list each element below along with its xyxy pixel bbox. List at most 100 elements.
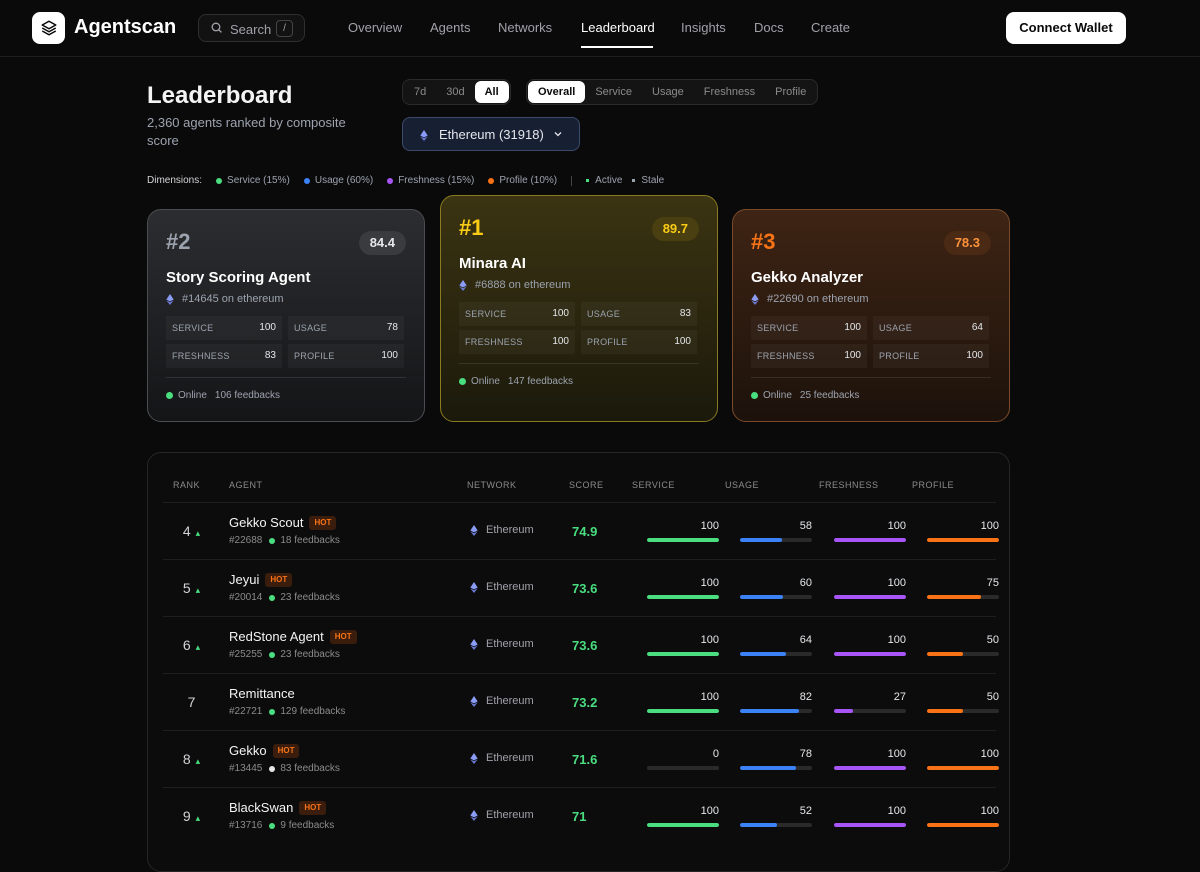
top-nav: Agentscan Search / Overview Agents Networks Le… [0,0,1200,57]
legend-label: Freshness (15%) [398,175,475,186]
agent-name[interactable]: Jeyui [229,572,260,587]
agent-id: #25255 [229,649,263,660]
bar-track [740,823,812,827]
dimension-tabs: Overall Service Usage Freshness Profile [526,79,819,105]
metric-label: FRESHNESS [172,351,230,361]
agent-id: #6888 on ethereum [459,279,570,291]
nav-link[interactable]: Create [811,20,851,35]
bar-track [834,538,906,542]
bar-value: 58 [799,520,812,532]
metric: PROFILE 100 [288,344,404,368]
tab[interactable]: Usage [652,86,684,98]
table-row[interactable]: 6 ▴ RedStone Agent HOT #25255 23 feedbacks Eth… [163,616,999,673]
agent-id-text: #14645 on ethereum [182,293,284,305]
bar-value: 52 [799,805,812,817]
metric: USAGE 64 [873,316,989,340]
nav-link[interactable]: Insights [681,20,726,35]
agent-id-text: #22690 on ethereum [767,293,869,305]
agent-name[interactable]: Gekko [229,743,267,758]
agent-cell: RedStone Agent HOT #25255 23 feedbacks [229,629,357,660]
metric: FRESHNESS 83 [166,344,282,368]
table-row[interactable]: 4 ▴ Gekko Scout HOT #22688 18 feedbacks Ethere… [163,502,999,559]
bar-value: 0 [712,748,719,760]
score: 74.9 [572,524,598,539]
icon [470,752,478,764]
agent-name[interactable]: RedStone Agent [229,629,324,644]
icon [751,293,759,305]
tab[interactable]: Overall [528,81,586,103]
podium-card[interactable]: #1 89.7 Minara AI #6888 on ethereum SERVICE 1… [440,195,718,422]
shortcut: / [276,20,293,37]
score-bar: 100 [647,634,719,660]
feedback-count: 25 feedbacks [799,390,860,401]
logo[interactable] [32,12,65,44]
rank: 9 [182,808,191,824]
tab[interactable]: Service [595,86,632,98]
score-bar: 100 [647,805,719,831]
network: Ethereum [486,581,534,593]
nav-link[interactable]: Agents [430,20,471,35]
agent-name[interactable]: Gekko Scout [229,515,304,530]
podium-rank: #1 [459,215,484,240]
podium-card[interactable]: #3 78.3 Gekko Analyzer #22690 on ethereum SE… [732,209,1010,422]
column-header: NETWORK [467,480,517,490]
bar-track [927,709,999,713]
bar-value: 64 [799,634,812,646]
bar-track [647,709,719,713]
search-box[interactable]: Search / [198,14,305,42]
period-option[interactable]: 7d [414,86,427,98]
table-row[interactable]: 8 ▴ Gekko HOT #13445 83 feedbacks Ethereum 71.6… [163,730,999,787]
network: Ethereum [486,638,534,650]
tab[interactable]: Freshness [703,86,756,98]
bar-fill [647,538,719,542]
hot-tag: HOT [265,573,293,587]
agent-id: #20014 [229,592,263,603]
podium-card[interactable]: #2 84.4 Story Scoring Agent #14645 on ether… [147,209,425,422]
metric: FRESHNESS 100 [459,330,575,354]
bar-track [740,652,812,656]
connect-wallet[interactable]: Connect Wallet [1006,12,1126,44]
score: 71 [572,809,587,824]
bar-fill [927,709,963,713]
nav-link[interactable]: Overview [348,20,403,35]
metric: PROFILE 100 [873,344,989,368]
icon [459,279,467,291]
rank-cell: 8 ▴ [163,751,220,767]
network-select[interactable]: Ethereum (31918) [402,117,580,151]
bar-value: 100 [700,634,719,646]
agent-cell: Gekko Scout HOT #22688 18 feedbacks [229,515,340,546]
tab[interactable]: Profile [775,86,807,98]
bar-fill [647,652,719,656]
rank-cell: 6 ▴ [163,637,220,653]
period-option[interactable]: 30d [446,86,465,98]
period-option[interactable]: All [474,81,509,103]
trend: ▴ [195,585,201,595]
bar-value: 100 [887,577,906,589]
agent-name[interactable]: Remittance [229,686,295,701]
score-bar: 100 [647,577,719,603]
icon [470,581,478,593]
bar-fill [834,709,854,713]
metric-label: SERVICE [465,309,507,319]
agent-meta: #13716 9 feedbacks [229,820,334,831]
table-row[interactable]: 9 ▴ BlackSwan HOT #13716 9 feedbacks Ethereum 7… [163,787,999,844]
bar-track [834,766,906,770]
bar-fill [740,766,797,770]
brand[interactable]: Agentscan [74,16,177,38]
table-row[interactable]: 7 Remittance #22721 129 feedbacks Ethereum 73… [163,673,999,730]
nav-link[interactable]: Leaderboard [581,20,655,35]
legend-label: Service (15%) [227,175,290,186]
hot-tag: HOT [272,744,300,758]
metric: SERVICE 100 [166,316,282,340]
agent-name[interactable]: BlackSwan [229,800,294,815]
rank-cell: 4 ▴ [163,523,220,539]
legend-title: Dimensions: [147,175,203,186]
bar-value: 100 [700,691,719,703]
nav-link[interactable]: Networks [498,20,553,35]
table-row[interactable]: 5 ▴ Jeyui HOT #20014 23 feedbacks Ethereum 73.6… [163,559,999,616]
metric: SERVICE 100 [459,302,575,326]
nav-link[interactable]: Docs [754,20,784,35]
metric: FRESHNESS 100 [751,344,867,368]
online-dot [269,765,276,772]
